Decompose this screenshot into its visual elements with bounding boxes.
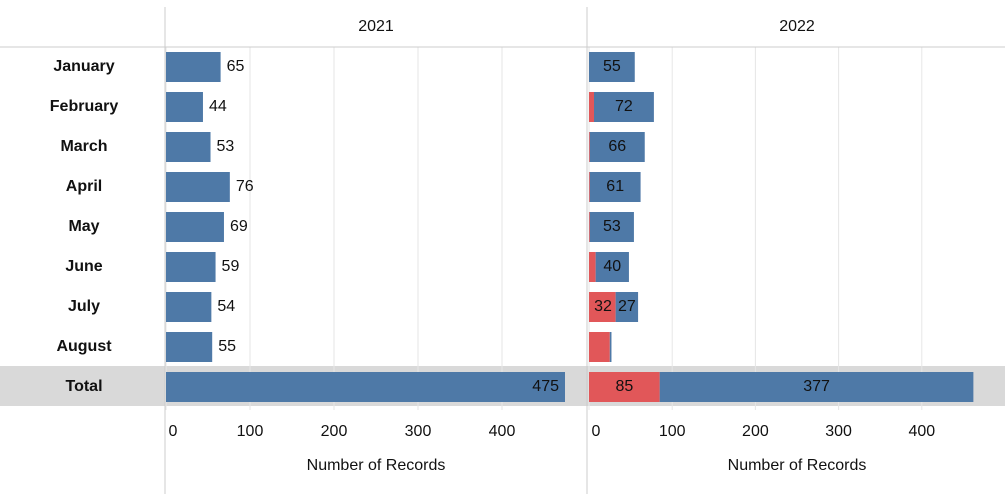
x-tick-label: 200 <box>742 423 769 440</box>
value-label: 27 <box>618 298 636 315</box>
row-label: April <box>66 178 102 195</box>
x-tick-label: 400 <box>489 423 516 440</box>
bar-segment <box>615 292 639 322</box>
bar <box>166 92 203 122</box>
bar-segment <box>593 92 654 122</box>
bar-segment <box>589 52 635 82</box>
grid-layer <box>165 47 923 410</box>
value-label: 65 <box>227 58 245 75</box>
x-tick-label: 300 <box>825 423 852 440</box>
x-tick-label: 0 <box>592 423 601 440</box>
value-label: 40 <box>603 258 621 275</box>
row-label: March <box>60 138 107 155</box>
bar-segment <box>589 212 634 242</box>
bar <box>166 52 221 82</box>
bar-segment <box>589 172 641 202</box>
bar-segment <box>589 92 594 122</box>
bar <box>166 372 565 402</box>
value-label: 53 <box>603 218 621 235</box>
x-tick-label: 100 <box>659 423 686 440</box>
bar <box>166 252 216 282</box>
value-label: 76 <box>236 178 254 195</box>
bar-segment <box>589 132 645 162</box>
x-tick-label: 200 <box>321 423 348 440</box>
row-label: May <box>68 218 99 235</box>
x-axis-title: Number of Records <box>307 457 446 474</box>
value-label: 66 <box>608 138 626 155</box>
bar-segment <box>589 292 616 322</box>
value-label: 53 <box>217 138 235 155</box>
bar-segment <box>589 172 590 202</box>
x-tick-label: 400 <box>908 423 935 440</box>
value-label: 61 <box>606 178 624 195</box>
row-label: February <box>50 98 119 115</box>
bar <box>166 212 224 242</box>
bar-segment <box>589 212 590 242</box>
panel-title: 2021 <box>358 18 394 35</box>
value-label: 72 <box>615 98 633 115</box>
row-label: July <box>68 298 100 315</box>
bar-segment <box>589 332 610 362</box>
value-label: 377 <box>803 378 830 395</box>
value-label: 44 <box>209 98 227 115</box>
value-label: 475 <box>532 378 559 395</box>
bar-segment <box>595 252 629 282</box>
x-tick-label: 100 <box>237 423 264 440</box>
panel-title: 2022 <box>779 18 815 35</box>
x-tick-label: 300 <box>405 423 432 440</box>
bar-segment <box>589 132 590 162</box>
value-label: 55 <box>218 338 236 355</box>
bar-segment <box>659 372 974 402</box>
bar <box>166 172 230 202</box>
row-label: August <box>56 338 112 355</box>
bar <box>166 132 211 162</box>
row-label: June <box>65 258 102 275</box>
value-label: 32 <box>594 298 612 315</box>
x-tick-label: 0 <box>169 423 178 440</box>
value-label: 54 <box>217 298 235 315</box>
bar-segment <box>609 332 612 362</box>
x-axis-title: Number of Records <box>728 457 867 474</box>
value-label: 69 <box>230 218 248 235</box>
row-label: January <box>53 58 114 75</box>
value-label: 55 <box>603 58 621 75</box>
value-label: 59 <box>222 258 240 275</box>
bar <box>166 292 212 322</box>
value-label: 85 <box>615 378 633 395</box>
bar <box>166 332 213 362</box>
bar-segment <box>589 372 660 402</box>
bar-segment <box>589 252 596 282</box>
row-label: Total <box>65 378 102 395</box>
